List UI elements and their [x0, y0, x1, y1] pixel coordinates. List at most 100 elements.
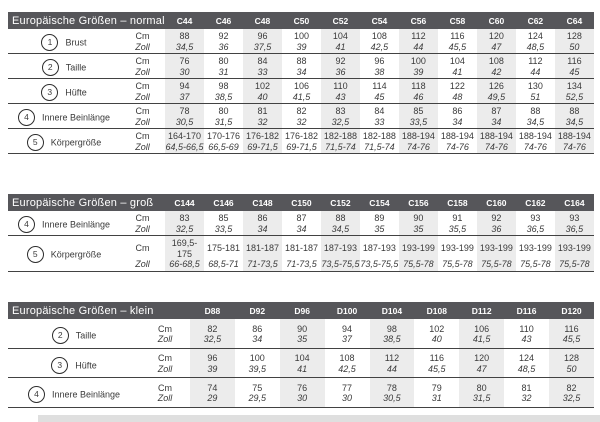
- column-header-c50: C50: [281, 12, 321, 29]
- unit-label-zoll: Zoll: [140, 363, 190, 378]
- value-cell-cm: 116: [429, 353, 444, 363]
- value-cell-cm: 92: [476, 211, 516, 224]
- measurement-row-zoll: Zoll 30 31 33 34 36 38 39 41 42 44 45: [8, 66, 594, 79]
- value-cell-cm: 102: [242, 78, 282, 92]
- value-cell-zoll: 75,5-78: [476, 259, 516, 272]
- column-header-c152: C152: [320, 194, 360, 211]
- measurement-row-zoll: Zoll 29 29,5 30 30 30,5 31 31,5 32 32,5: [8, 393, 594, 408]
- value-cell-zoll: 39: [281, 41, 321, 54]
- value-cell-cm: 81: [521, 382, 532, 393]
- measurement-row-zoll: Zoll 32,5 34 35 37 38,5 40 41,5 43 45,5: [8, 334, 594, 349]
- value-cell-zoll: 39: [190, 363, 235, 378]
- unit-label-cm: Cm: [135, 56, 150, 66]
- value-cell-cm: 94: [165, 78, 204, 92]
- value-cell-zoll: 41: [320, 41, 360, 54]
- unit-label-zoll: Zoll: [140, 334, 190, 349]
- value-cell-zoll: 52,5: [554, 91, 594, 104]
- row-label-text: Innere Beinlänge: [51, 389, 121, 400]
- value-cell-zoll: 38,5: [369, 334, 415, 349]
- row-label: 3 Hüfte: [8, 78, 120, 104]
- unit-label-zoll: Zoll: [120, 66, 166, 79]
- value-cell-cm: 82: [190, 319, 235, 334]
- value-cell-zoll: 45,5: [549, 334, 594, 349]
- value-cell-cm: 84: [374, 106, 385, 116]
- value-cell-cm: 80: [218, 56, 229, 66]
- value-cell-zoll: 33: [242, 66, 282, 79]
- table-header: Europäische Größen – klein D88 D92 D96 D100 D…: [8, 302, 594, 319]
- value-cell-zoll: 35,5: [437, 223, 477, 236]
- column-header-d100: D100: [324, 302, 370, 319]
- value-cell-cm: 80: [459, 377, 505, 393]
- value-cell-zoll: 38: [359, 66, 399, 79]
- value-cell-cm: 83: [165, 211, 204, 224]
- value-cell-zoll: 36: [204, 41, 243, 54]
- column-header-c150: C150: [281, 194, 321, 211]
- row-label: 5 Körpergröße: [8, 128, 120, 154]
- measurement-row-cm: 4 Innere Beinlänge Cm 74 75 76 77 78 79 80 81 82: [8, 377, 594, 408]
- value-cell-zoll: 44: [369, 363, 415, 378]
- column-header-c52: C52: [320, 12, 360, 29]
- value-cell-zoll: 41,5: [459, 334, 505, 349]
- value-cell-zoll: 32: [242, 116, 282, 129]
- row-label: 2 Taille: [8, 319, 140, 349]
- value-cell-zoll: 74-76: [554, 141, 594, 154]
- header-row: Europäische Größen – klein D88 D92 D96 D100 D…: [8, 302, 594, 319]
- value-cell-cm: 187-193: [362, 243, 396, 254]
- value-cell-cm: 84: [242, 53, 282, 67]
- column-header-d108: D108: [414, 302, 460, 319]
- measurement-row-cm: 4 Innere Beinlänge Cm 83 85 86 87 88 89 90 91 92 93 9…: [8, 211, 594, 236]
- column-header-c64: C64: [554, 12, 594, 29]
- value-cell-cm: 112: [369, 348, 415, 364]
- unit-label-zoll: Zoll: [120, 259, 166, 272]
- value-cell-cm: 78: [165, 103, 204, 117]
- column-header-d112: D112: [459, 302, 505, 319]
- value-cell-cm: 91: [452, 213, 463, 223]
- column-header-c48: C48: [242, 12, 282, 29]
- column-header-d92: D92: [234, 302, 280, 319]
- row-number-badge: 3: [51, 356, 69, 374]
- value-cell-cm: 98: [369, 319, 415, 334]
- value-cell-zoll: 48,5: [504, 363, 549, 378]
- row-number-badge: 4: [17, 108, 35, 126]
- value-cell-cm: 85: [398, 103, 438, 117]
- value-cell-zoll: 37,5: [242, 41, 282, 54]
- value-cell-zoll: 43: [504, 334, 549, 349]
- column-header-c56: C56: [398, 12, 438, 29]
- value-cell-cm: 87: [296, 213, 307, 223]
- row-number-badge: 4: [17, 215, 35, 233]
- value-cell-zoll: 44: [398, 41, 438, 54]
- value-cell-cm: 108: [371, 31, 387, 41]
- value-cell-cm: 82: [296, 106, 307, 116]
- value-cell-cm: 88: [165, 29, 204, 42]
- value-cell-zoll: 75,5-78: [515, 259, 555, 272]
- table-body: 2 Taille Cm 82 86 90 94 98 102 106 110 116 Zoll 32,5 3…: [8, 319, 594, 408]
- unit-label-zoll: Zoll: [120, 141, 166, 154]
- value-cell-zoll: 69-71,5: [242, 141, 282, 154]
- value-cell-zoll: 35: [398, 223, 438, 236]
- value-cell-cm: 181-187: [284, 243, 318, 254]
- row-label-text: Hüfte: [65, 86, 87, 97]
- row-label: 4 Innere Beinlänge: [8, 103, 120, 129]
- value-cell-cm: 193-199: [518, 243, 552, 254]
- value-cell-cm: 87: [476, 103, 516, 117]
- value-cell-cm: 104: [320, 29, 360, 42]
- row-number-badge: 5: [26, 133, 44, 151]
- value-cell-cm: 112: [398, 29, 438, 42]
- value-cell-cm: 110: [519, 323, 534, 334]
- row-label: 5 Körpergröße: [8, 235, 120, 272]
- value-cell-zoll: 42,5: [324, 363, 370, 378]
- column-header-c60: C60: [476, 12, 516, 29]
- header-row: Europäische Größen – normal C44 C46 C48 C50 C…: [8, 12, 594, 29]
- unit-label-cm: Cm: [135, 81, 150, 91]
- value-cell-cm: 182-188: [362, 131, 396, 141]
- value-cell-zoll: 41,5: [281, 91, 321, 104]
- value-cell-cm: 188-194: [554, 128, 594, 142]
- measurement-row-cm: 2 Taille Cm 82 86 90 94 98 102 106 110 116: [8, 319, 594, 349]
- value-cell-cm: 128: [554, 29, 594, 42]
- value-cell-zoll: 74-76: [398, 141, 438, 154]
- header-row: Europäische Größen – groß C144 C146 C148 C15…: [8, 194, 594, 211]
- value-cell-zoll: 39: [398, 66, 438, 79]
- unit-label-cm: Cm: [135, 213, 150, 223]
- row-number-badge: 2: [51, 327, 69, 344]
- value-cell-cm: 100: [293, 31, 309, 41]
